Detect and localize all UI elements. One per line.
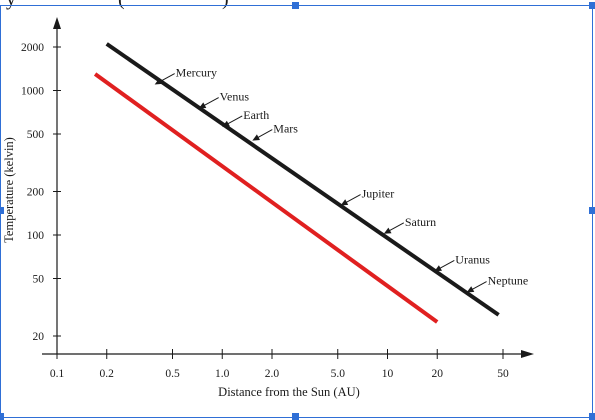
planet-annotation: Mercury (154, 66, 217, 85)
annotation-arrowhead (252, 134, 260, 141)
y-tick-label: 20 (33, 331, 45, 343)
x-tick-label: 0.2 (100, 368, 115, 380)
x-tick-label: 5.0 (331, 368, 346, 380)
resize-handle-top-right[interactable] (589, 2, 595, 9)
x-axis-arrow (521, 350, 534, 358)
annotation-arrowhead (154, 78, 163, 85)
planet-annotation: Mars (252, 122, 298, 141)
planet-label-mercury: Mercury (176, 66, 217, 80)
resize-handle-bottom-left[interactable] (0, 413, 4, 420)
annotation-arrowhead (222, 120, 230, 127)
x-tick-label: 2.0 (265, 368, 280, 380)
x-tick-label: 50 (497, 368, 509, 380)
resize-handle-left[interactable] (0, 207, 4, 214)
y-axis-arrow (53, 17, 61, 29)
annotation-arrowhead (340, 199, 349, 206)
y-tick-label: 100 (27, 230, 45, 242)
y-tick-label: 50 (33, 273, 45, 285)
resize-handle-top[interactable] (292, 2, 299, 9)
annotation-arrowhead (198, 102, 207, 109)
planet-label-saturn: Saturn (405, 215, 436, 229)
planet-fit-line (105, 42, 500, 317)
series-layer (93, 42, 500, 324)
resize-handle-bottom-right[interactable] (589, 413, 595, 420)
planet-annotation: Neptune (466, 274, 529, 293)
planet-label-uranus: Uranus (455, 252, 490, 266)
planet-annotation: Saturn (383, 215, 436, 234)
planet-annotation: Uranus (434, 252, 490, 272)
annotation-arrowhead (466, 286, 475, 293)
y-axis-title: Temperature (kelvin) (2, 137, 16, 243)
axes: 2000 1000 500 200 100 50 20 0.1 0.2 0.5 1.0 2.0 5.0 1… (2, 17, 534, 399)
planet-annotation: Earth (222, 108, 269, 127)
x-tick-label: 10 (382, 368, 394, 380)
resize-handle-right[interactable] (589, 207, 595, 214)
planet-annotation: Jupiter (340, 187, 395, 206)
y-tick-label: 500 (27, 129, 45, 141)
x-tick-label: 0.1 (50, 368, 65, 380)
y-tick-label: 2000 (21, 42, 44, 54)
red-trend-line (93, 72, 439, 324)
planet-label-jupiter: Jupiter (362, 187, 395, 201)
planet-label-earth: Earth (243, 108, 269, 122)
planet-label-neptune: Neptune (488, 274, 529, 288)
planet-label-mars: Mars (273, 122, 298, 136)
planet-annotation: Venus (198, 90, 250, 109)
x-axis-title: Distance from the Sun (AU) (218, 385, 360, 399)
x-tick-label: 20 (431, 368, 443, 380)
resize-handle-bottom[interactable] (292, 413, 299, 420)
y-tick-label: 200 (27, 187, 45, 199)
annotation-arrowhead (383, 227, 392, 234)
x-tick-label: 1.0 (215, 368, 230, 380)
annotation-arrowhead (434, 265, 442, 272)
y-tick-label: 1000 (21, 85, 44, 97)
planet-label-venus: Venus (220, 90, 250, 104)
x-tick-label: 0.5 (165, 368, 180, 380)
